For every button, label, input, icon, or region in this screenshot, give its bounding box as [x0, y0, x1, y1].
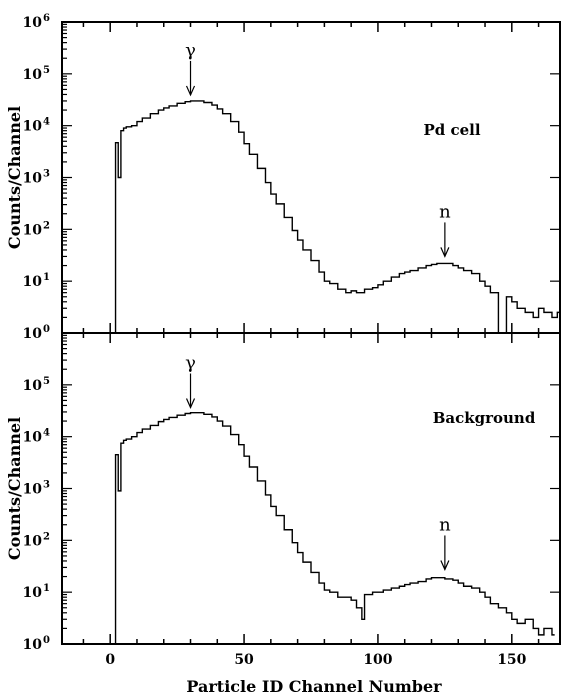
y-tick-label: 10	[23, 637, 43, 653]
y-tick-label: 10	[23, 482, 43, 498]
y-tick-exponent: 3	[43, 169, 50, 180]
y-tick-label: 10	[23, 119, 43, 135]
x-axis-title: Particle ID Channel Number	[186, 677, 442, 696]
histogram-series	[112, 411, 555, 645]
y-tick-label: 10	[23, 430, 43, 446]
annotation-label: n	[439, 201, 451, 222]
annotation-label: γ	[185, 40, 196, 61]
y-tick-exponent: 6	[43, 13, 50, 24]
y-tick-label: 10	[23, 222, 43, 238]
y-tick-label: 10	[23, 274, 43, 290]
histogram-series	[112, 100, 560, 334]
y-tick-label: 10	[23, 585, 43, 601]
y-tick-exponent: 4	[43, 428, 50, 439]
x-tick-label: 150	[497, 652, 526, 668]
annotation-label: γ	[185, 352, 196, 373]
annotation-arrowhead	[185, 85, 196, 97]
y-tick-label: 10	[23, 326, 43, 342]
annotation-arrowhead	[440, 560, 450, 571]
y-tick-exponent: 2	[43, 531, 50, 542]
annotation-arrowhead	[185, 398, 196, 409]
y-tick-exponent: 2	[43, 220, 50, 231]
x-tick-label: 0	[105, 652, 115, 668]
y-axis-title: Counts/Channel	[5, 417, 24, 560]
y-tick-exponent: 1	[43, 583, 50, 594]
annotation-label: n	[439, 514, 451, 535]
y-tick-label: 10	[23, 15, 43, 31]
y-tick-exponent: 1	[43, 272, 50, 283]
y-tick-exponent: 4	[43, 117, 50, 128]
y-tick-exponent: 3	[43, 480, 50, 491]
y-tick-exponent: 5	[43, 65, 50, 76]
panel-label: Background	[433, 409, 536, 427]
y-tick-exponent: 0	[43, 324, 50, 335]
y-axis-title: Counts/Channel	[5, 106, 24, 249]
annotation-arrowhead	[440, 247, 450, 258]
y-tick-label: 10	[23, 67, 43, 83]
x-tick-label: 50	[234, 652, 254, 668]
y-tick-label: 10	[23, 533, 43, 549]
panel-label: Pd cell	[423, 121, 480, 139]
y-tick-exponent: 0	[43, 635, 50, 646]
y-tick-label: 10	[23, 378, 43, 394]
y-tick-exponent: 5	[43, 376, 50, 387]
x-tick-label: 100	[363, 652, 392, 668]
y-tick-label: 10	[23, 171, 43, 187]
